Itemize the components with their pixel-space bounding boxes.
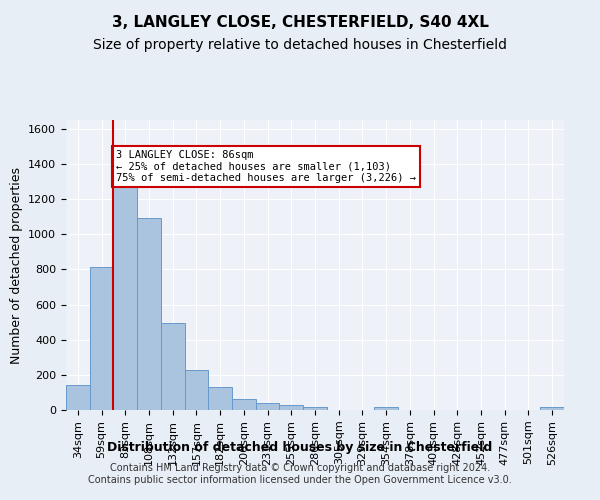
Text: Contains HM Land Registry data © Crown copyright and database right 2024.
Contai: Contains HM Land Registry data © Crown c…	[88, 464, 512, 485]
Bar	[137, 218, 161, 410]
Bar	[280, 406, 303, 410]
Bar	[374, 408, 398, 410]
Bar	[90, 267, 113, 410]
Bar	[540, 408, 564, 410]
Text: 3, LANGLEY CLOSE, CHESTERFIELD, S40 4XL: 3, LANGLEY CLOSE, CHESTERFIELD, S40 4XL	[112, 15, 488, 30]
Bar	[185, 370, 208, 410]
Text: Distribution of detached houses by size in Chesterfield: Distribution of detached houses by size …	[107, 441, 493, 454]
Text: 3 LANGLEY CLOSE: 86sqm
← 25% of detached houses are smaller (1,103)
75% of semi-: 3 LANGLEY CLOSE: 86sqm ← 25% of detached…	[116, 150, 416, 183]
Bar	[256, 404, 280, 410]
Text: Size of property relative to detached houses in Chesterfield: Size of property relative to detached ho…	[93, 38, 507, 52]
Bar	[232, 398, 256, 410]
Bar	[208, 387, 232, 410]
Y-axis label: Number of detached properties: Number of detached properties	[10, 166, 23, 364]
Bar	[303, 408, 327, 410]
Bar	[161, 323, 185, 410]
Bar	[66, 386, 90, 410]
Bar	[113, 182, 137, 410]
